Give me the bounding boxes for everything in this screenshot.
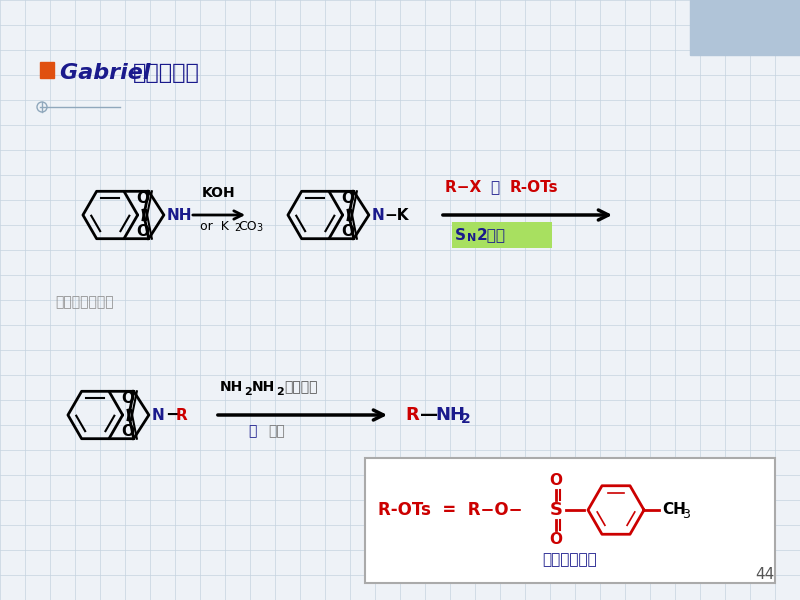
Text: or  K: or K <box>200 220 229 233</box>
Text: 2: 2 <box>244 387 252 397</box>
Text: S: S <box>550 501 562 519</box>
Text: −K: −K <box>385 208 410 223</box>
Text: S: S <box>455 227 466 242</box>
Text: R-OTs  =  R−O−: R-OTs = R−O− <box>378 501 522 519</box>
Text: NH: NH <box>435 406 465 424</box>
Bar <box>690 0 800 55</box>
Text: 2机理: 2机理 <box>477 227 506 242</box>
Text: O: O <box>137 191 150 206</box>
Text: 2: 2 <box>234 223 240 233</box>
Text: O: O <box>550 532 562 547</box>
Text: 44: 44 <box>756 567 775 582</box>
Text: R: R <box>176 407 188 422</box>
Text: （肼解）: （肼解） <box>284 380 318 394</box>
Text: O: O <box>342 224 354 239</box>
Text: 水解: 水解 <box>268 424 285 438</box>
Text: −: − <box>165 406 180 424</box>
Text: NH: NH <box>252 380 275 394</box>
Text: Gabriel: Gabriel <box>60 63 158 83</box>
Text: CO: CO <box>238 220 257 233</box>
Text: NH: NH <box>220 380 243 394</box>
Text: KOH: KOH <box>202 186 236 200</box>
Text: 伯胺合成法: 伯胺合成法 <box>133 63 200 83</box>
Text: R: R <box>405 406 418 424</box>
Text: O: O <box>550 473 562 488</box>
Text: —: — <box>420 406 438 424</box>
Bar <box>452 222 552 248</box>
Text: O: O <box>122 391 134 406</box>
Bar <box>365 458 775 583</box>
Text: NH: NH <box>167 208 192 223</box>
Text: 邻苯二甲酰亚胺: 邻苯二甲酰亚胺 <box>55 295 114 309</box>
Text: N: N <box>467 233 476 243</box>
Text: O: O <box>137 224 150 239</box>
Text: 或: 或 <box>490 180 499 195</box>
Text: 或: 或 <box>248 424 256 438</box>
Text: 对甲苯磺酸酵: 对甲苯磺酸酵 <box>542 552 598 567</box>
Text: R−X: R−X <box>445 180 486 195</box>
Bar <box>40 62 54 78</box>
Text: O: O <box>342 191 354 206</box>
Text: CH: CH <box>662 503 686 517</box>
Text: 3: 3 <box>682 509 690 521</box>
Text: 2: 2 <box>276 387 284 397</box>
Text: 3: 3 <box>256 223 262 233</box>
Text: O: O <box>122 424 134 439</box>
Text: N: N <box>372 208 385 223</box>
Text: R-OTs: R-OTs <box>510 180 558 195</box>
Text: 2: 2 <box>461 412 470 426</box>
Text: N: N <box>152 407 165 422</box>
